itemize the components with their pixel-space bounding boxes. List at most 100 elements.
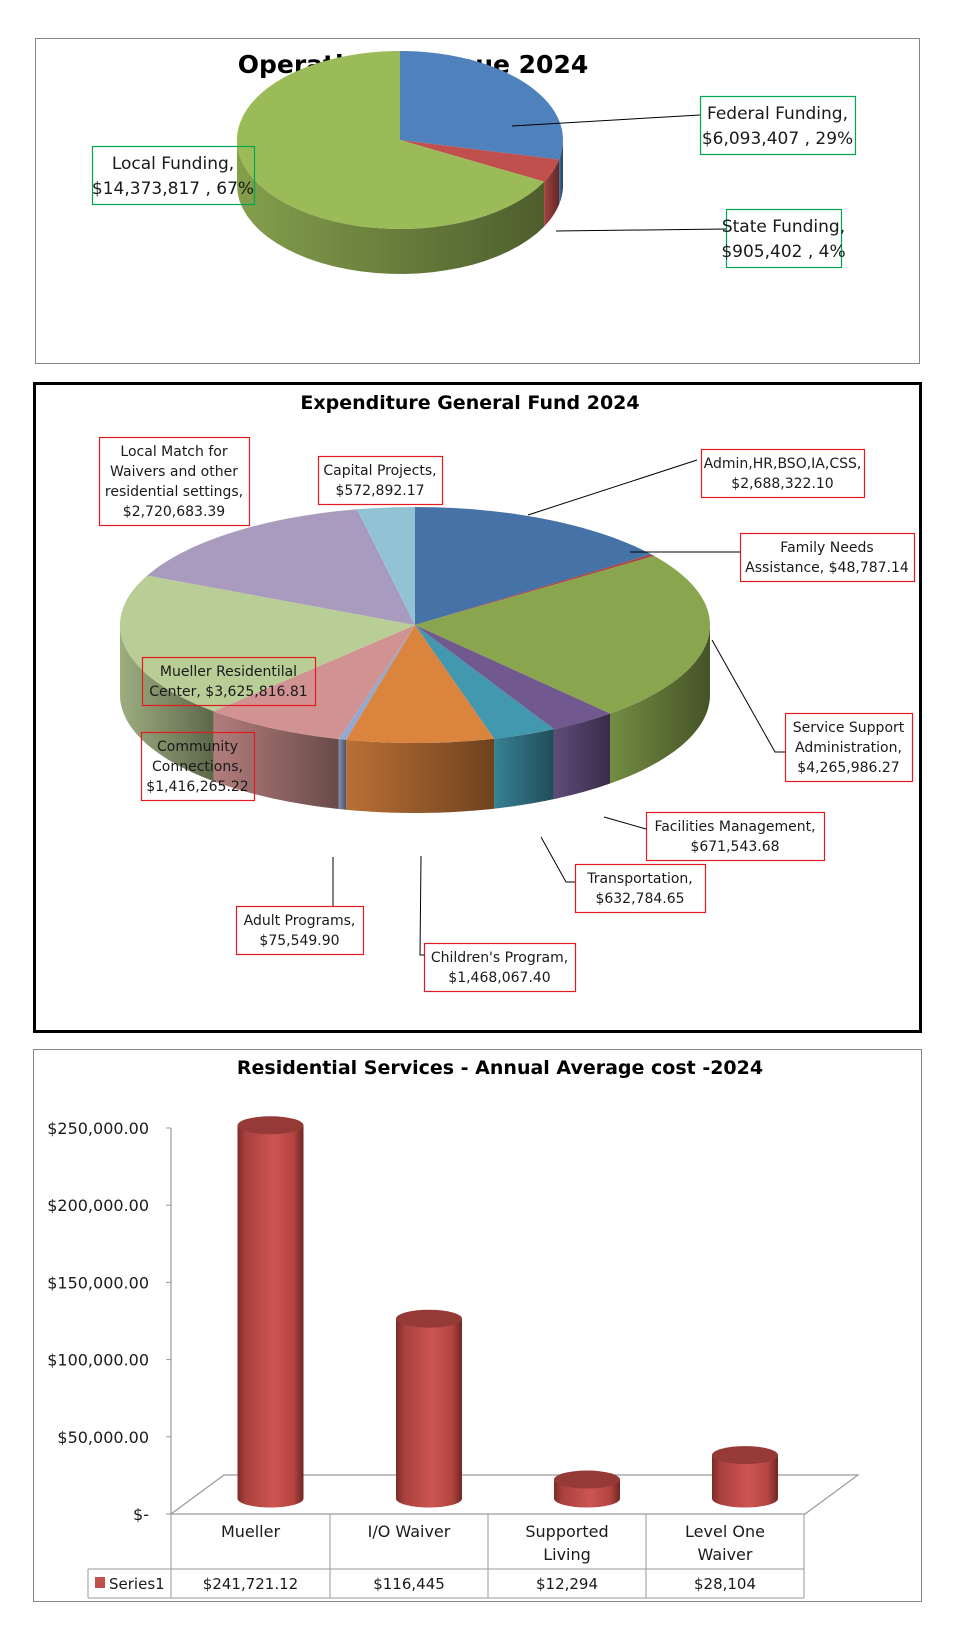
chart-title: Expenditure General Fund 2024 xyxy=(300,392,639,414)
bar-body xyxy=(396,1318,462,1508)
label-text: Center, $3,625,816.81 xyxy=(149,684,307,700)
y-tick-label: $100,000.00 xyxy=(47,1351,149,1370)
data-label: Community Connections, $1,416,265.22 xyxy=(140,731,256,802)
y-tick-label: $250,000.00 xyxy=(47,1119,149,1138)
table-value: $12,294 xyxy=(536,1575,598,1593)
bar-top xyxy=(554,1470,620,1489)
pie-slice[interactable] xyxy=(415,555,710,714)
label-border xyxy=(317,455,444,506)
label-text: $632,784.65 xyxy=(595,891,684,907)
label-text: Connections, xyxy=(152,759,243,775)
bar-top xyxy=(237,1116,304,1135)
bar-top xyxy=(396,1309,462,1328)
pie-slice[interactable] xyxy=(338,625,415,740)
x-tick-label: Level One xyxy=(685,1522,765,1541)
label-border xyxy=(423,942,577,993)
pie-slice[interactable] xyxy=(400,140,560,182)
label-border xyxy=(141,656,317,707)
legend-key xyxy=(95,1577,105,1588)
label-border xyxy=(645,811,826,862)
leader-line xyxy=(711,639,785,753)
legend-series-name: Series1 xyxy=(109,1575,165,1593)
expenditure-chart: Expenditure General Fund 2024 Admin,HR,B… xyxy=(33,382,922,1033)
chart-frame xyxy=(33,1049,922,1602)
bar-level-one-waiver[interactable] xyxy=(712,1446,778,1508)
pie-side-walls xyxy=(120,625,710,813)
leader-line xyxy=(419,855,424,956)
label-text: Waivers and other xyxy=(110,464,238,480)
y-tick-label: $150,000.00 xyxy=(47,1273,149,1292)
label-text: residential settings, xyxy=(105,484,243,500)
pie-slice[interactable] xyxy=(346,625,495,743)
label-border xyxy=(574,863,707,914)
label-text: Transportation, xyxy=(586,871,693,887)
pie-slice[interactable] xyxy=(415,554,655,625)
pie-side-6 xyxy=(338,739,347,810)
label-text: Children's Program, xyxy=(431,950,568,966)
pie-slice[interactable] xyxy=(415,625,554,739)
pie-top xyxy=(120,507,710,743)
label-text: $1,416,265.22 xyxy=(146,779,248,795)
leader-line xyxy=(511,114,701,127)
pie-side-4 xyxy=(494,729,554,809)
data-label-local: Local Funding, $14,373,817 , 67% xyxy=(91,145,256,206)
pie-slice[interactable] xyxy=(213,625,415,739)
label-text: State Funding, xyxy=(722,217,845,237)
bar-body xyxy=(712,1455,778,1508)
pie-side-2 xyxy=(237,140,545,274)
y-tick-label: $200,000.00 xyxy=(47,1196,149,1215)
data-label: Transportation, $632,784.65 xyxy=(574,863,707,914)
label-border xyxy=(700,448,866,499)
label-border xyxy=(725,208,843,269)
y-tick-label: $50,000.00 xyxy=(57,1428,149,1447)
label-text: Mueller Residentilal xyxy=(160,664,297,680)
label-text: $671,543.68 xyxy=(690,839,779,855)
pie-operating-revenue: Federal Funding, $6,093,407 , 29% State Fu… xyxy=(91,51,857,274)
label-border xyxy=(699,95,857,156)
chart-title: Residential Services - Annual Average co… xyxy=(237,1057,763,1079)
label-text: $6,093,407 , 29% xyxy=(702,129,853,149)
label-border xyxy=(98,436,251,527)
leader-line xyxy=(555,228,727,232)
label-text: Administration, xyxy=(795,740,902,756)
pie-side-7 xyxy=(213,711,339,809)
pie-top xyxy=(237,51,563,229)
bar-mueller[interactable] xyxy=(237,1116,304,1508)
pie-slice[interactable] xyxy=(120,575,415,712)
label-text: Assistance, $48,787.14 xyxy=(745,560,909,576)
bar-top xyxy=(712,1446,778,1465)
pie-slice[interactable] xyxy=(415,507,652,625)
data-label: Admin,HR,BSO,IA,CSS, $2,688,322.10 xyxy=(700,448,866,499)
data-labels: Admin,HR,BSO,IA,CSS, $2,688,322.10 Family … xyxy=(98,436,916,993)
label-text: $572,892.17 xyxy=(335,483,424,499)
x-tick-label: Living xyxy=(543,1545,591,1564)
x-tick-label: Mueller xyxy=(221,1522,281,1541)
bar-body xyxy=(237,1125,304,1508)
leader-line xyxy=(603,816,647,830)
pie-slice[interactable] xyxy=(147,509,415,625)
leader-line xyxy=(527,459,698,516)
x-tick-label: Supported xyxy=(525,1522,608,1541)
pie-slice[interactable] xyxy=(400,51,563,160)
data-label: Family Needs Assistance, $48,787.14 xyxy=(739,532,916,583)
table-value: $241,721.12 xyxy=(203,1575,298,1593)
pie-slice[interactable] xyxy=(237,51,545,229)
label-text: $75,549.90 xyxy=(259,933,339,949)
data-label: Local Match for Waivers and other resident… xyxy=(98,436,251,527)
label-text: Adult Programs, xyxy=(244,913,356,929)
bar-supported-living[interactable] xyxy=(554,1470,620,1508)
bar-i-o-waiver[interactable] xyxy=(396,1309,462,1508)
pie-side-8 xyxy=(120,625,214,782)
pie-side-0 xyxy=(559,140,563,205)
x-tick-label: I/O Waiver xyxy=(368,1522,451,1541)
pie-side-3 xyxy=(553,713,610,800)
data-label: Mueller Residentilal Center, $3,625,816.8… xyxy=(141,656,317,707)
label-text: $1,468,067.40 xyxy=(448,970,550,986)
label-border xyxy=(91,145,256,206)
data-label: Children's Program, $1,468,067.40 xyxy=(423,942,577,993)
pie-slice[interactable] xyxy=(415,625,610,730)
y-tick-label: $- xyxy=(133,1505,149,1524)
label-text: Facilities Management, xyxy=(654,819,815,835)
pie-slice[interactable] xyxy=(357,507,415,625)
